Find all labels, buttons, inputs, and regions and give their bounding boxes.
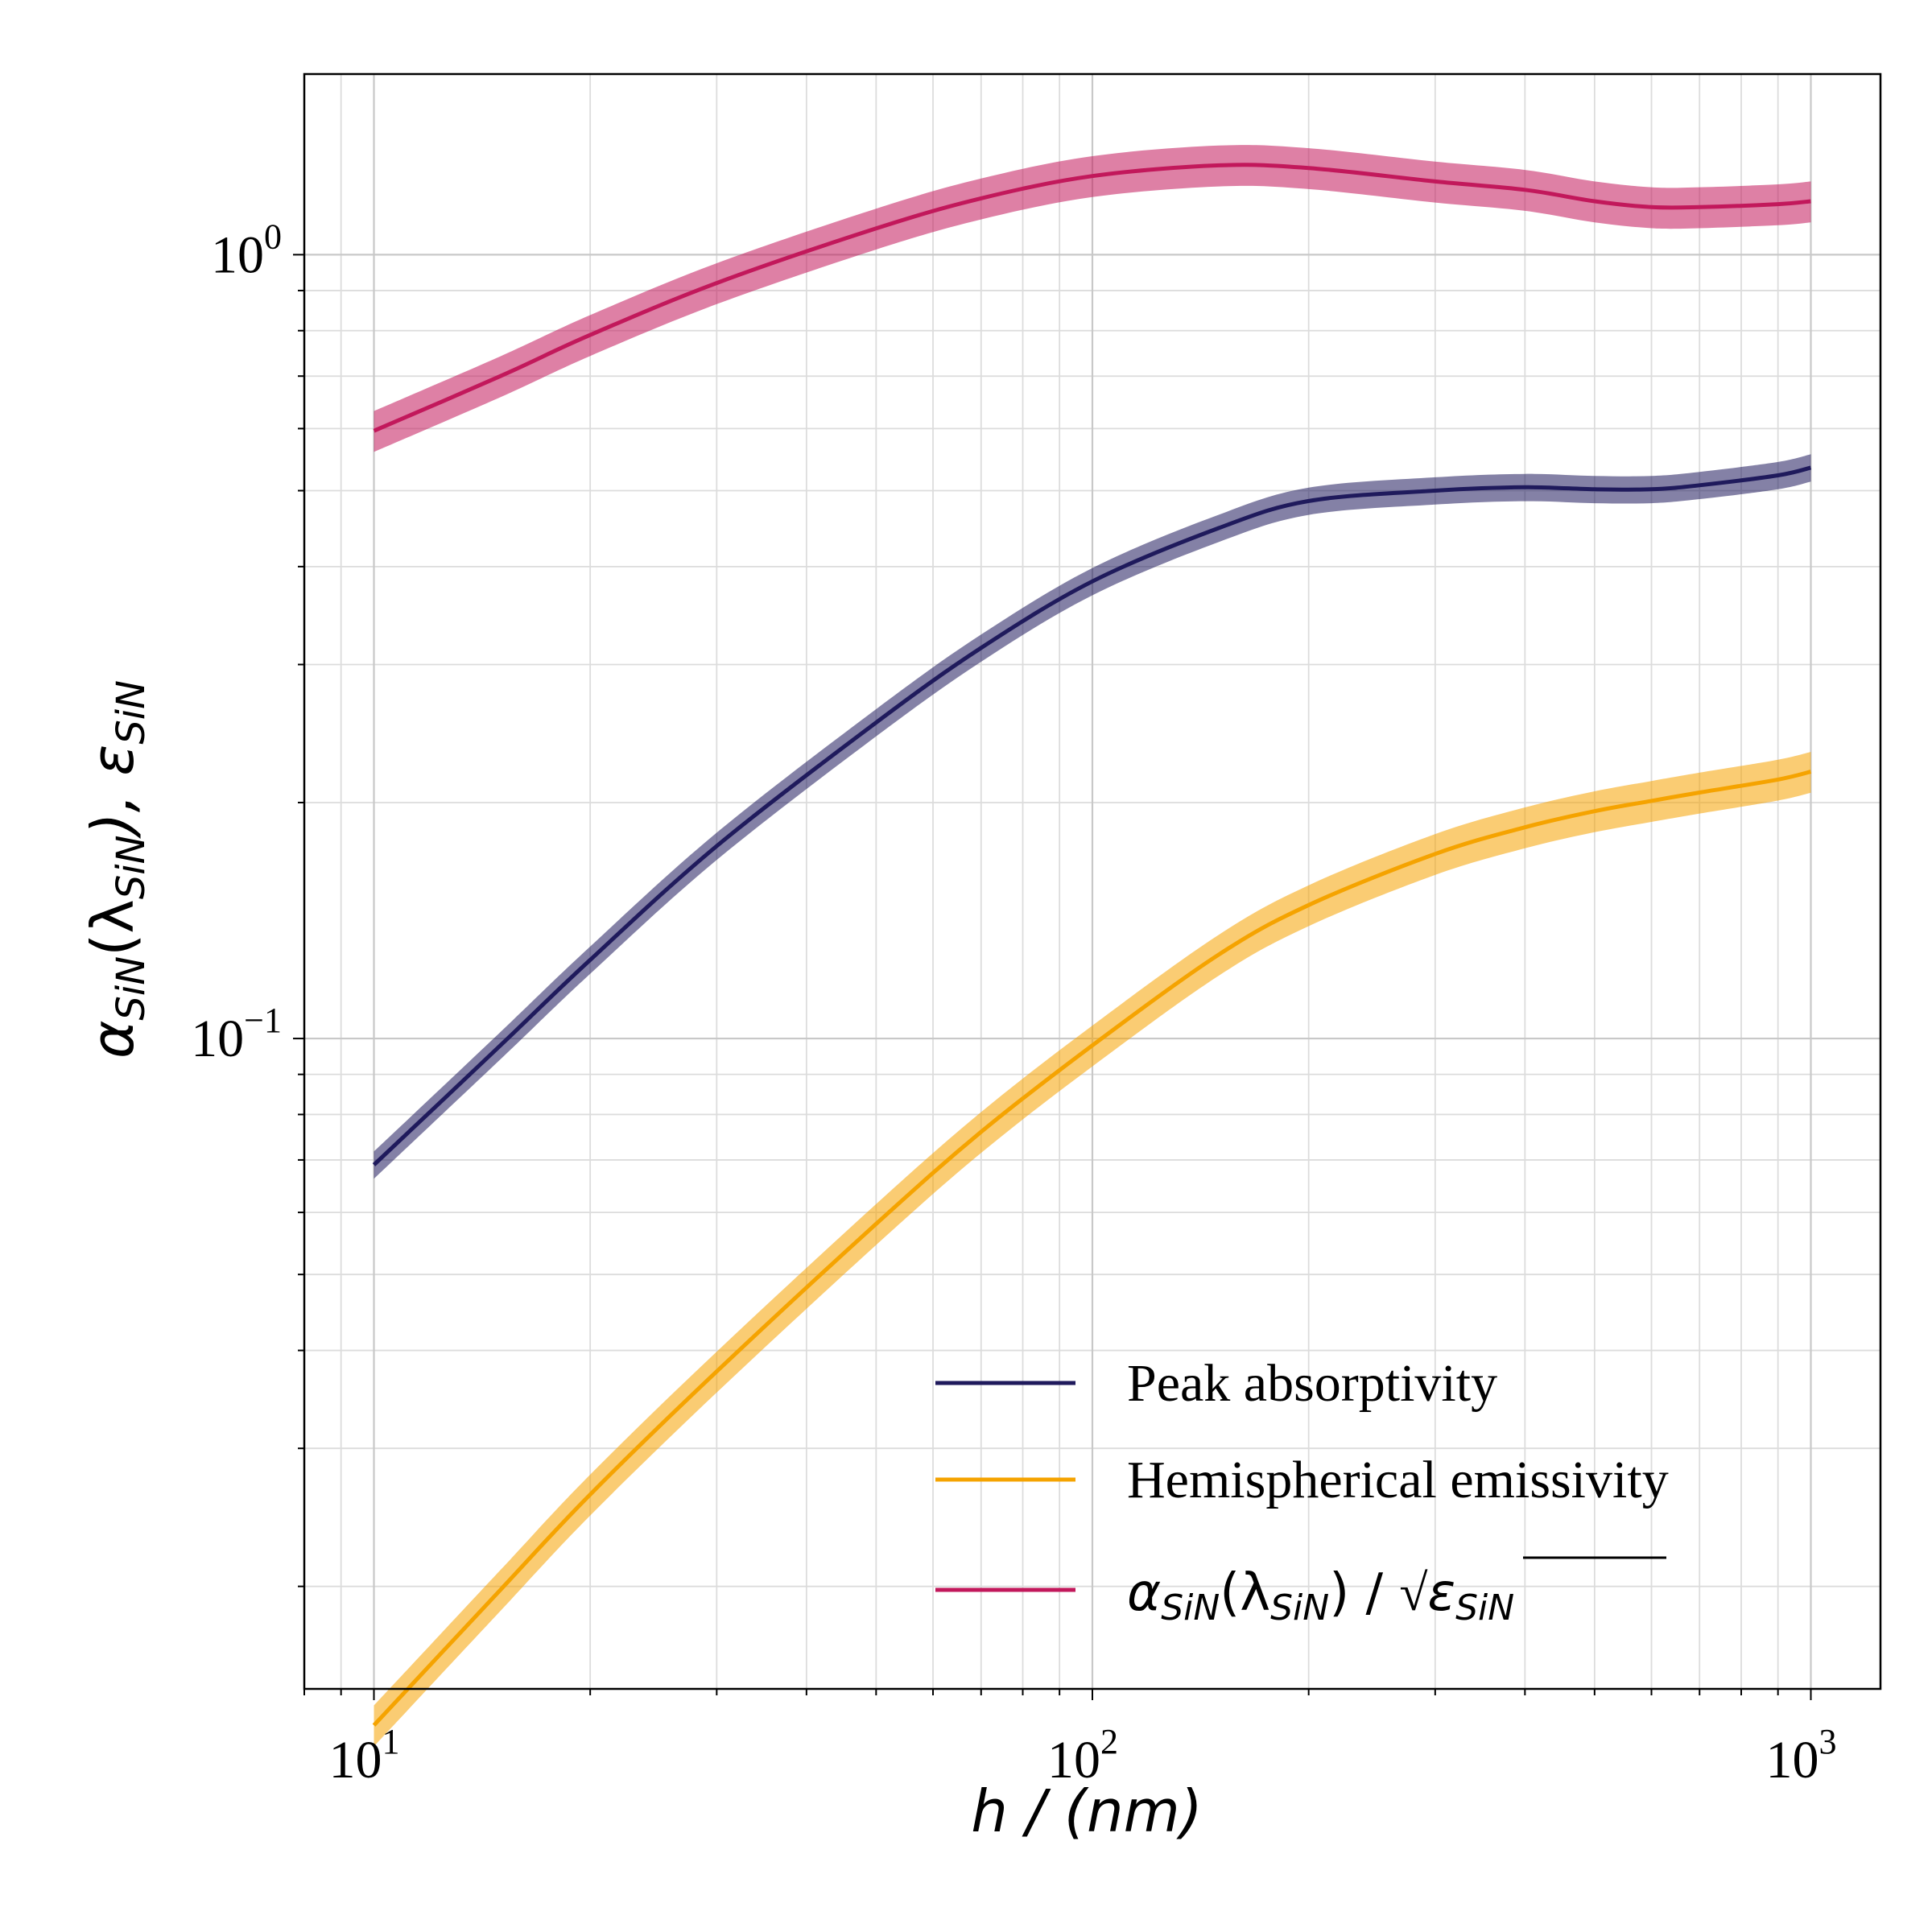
series-hemispherical-emissivity-line — [372, 770, 1812, 1727]
y-tick-exponent: −1 — [244, 1001, 282, 1040]
y-tick-label: 100 — [211, 217, 282, 284]
axis-ticks — [293, 254, 1812, 1700]
ratio-sub2: SiN — [1270, 1587, 1329, 1629]
y-tick-exponent: 0 — [264, 217, 282, 256]
legend-label-hemispherical-emissivity: Hemispherical emissivity — [1127, 1451, 1669, 1509]
series-sin-sin-sin-band — [374, 145, 1811, 452]
y-label-close: ), ε — [79, 745, 147, 840]
ratio-close: ) / — [1329, 1563, 1399, 1623]
x-tick-exponent: 3 — [1819, 1722, 1837, 1761]
y-label-sub3: SiN — [109, 680, 154, 745]
legend: Peak absorptivity Hemispherical emissivi… — [935, 1354, 1669, 1629]
x-tick-exponent: 2 — [1100, 1722, 1118, 1761]
ratio-sub3: SiN — [1455, 1587, 1514, 1629]
legend-label-peak-absorptivity: Peak absorptivity — [1127, 1354, 1497, 1413]
legend-label-ratio: αSiN(λSiN) / √εSiN — [1127, 1563, 1514, 1629]
svg-text:αSiN(λSiN), εSiN: αSiN(λSiN), εSiN — [79, 680, 154, 1059]
ratio-eps: ε — [1428, 1563, 1456, 1623]
x-tick-base: 10 — [328, 1731, 382, 1790]
x-tick-base: 10 — [1047, 1731, 1100, 1790]
y-label-sub2: SiN — [109, 835, 154, 899]
series-peak-absorptivity-line — [372, 465, 1812, 1166]
x-axis-label: h / (nm) — [971, 1777, 1203, 1845]
x-tick-label: 103 — [1766, 1722, 1837, 1790]
ratio-alpha: α — [1127, 1563, 1161, 1623]
x-tick-label: 102 — [1047, 1722, 1118, 1790]
ratio-lambda: (λ — [1220, 1563, 1270, 1623]
ratio-root: √ — [1399, 1564, 1428, 1621]
series-sin-sin-sin-line — [373, 163, 1811, 433]
y-axis-label: αSiN(λSiN), εSiN — [79, 680, 154, 1059]
series-layer — [372, 145, 1812, 1747]
y-tick-base: 10 — [211, 225, 264, 284]
x-tick-exponent: 1 — [382, 1722, 399, 1761]
y-label-alpha: α — [79, 1021, 147, 1059]
y-tick-base: 10 — [191, 1009, 244, 1068]
y-label-sub1: SiN — [109, 956, 154, 1021]
y-label-lambda: (λ — [79, 899, 147, 956]
y-tick-label: 10−1 — [191, 1001, 282, 1068]
ratio-sub1: SiN — [1161, 1587, 1220, 1629]
x-tick-base: 10 — [1766, 1731, 1819, 1790]
x-tick-label: 101 — [328, 1722, 399, 1790]
